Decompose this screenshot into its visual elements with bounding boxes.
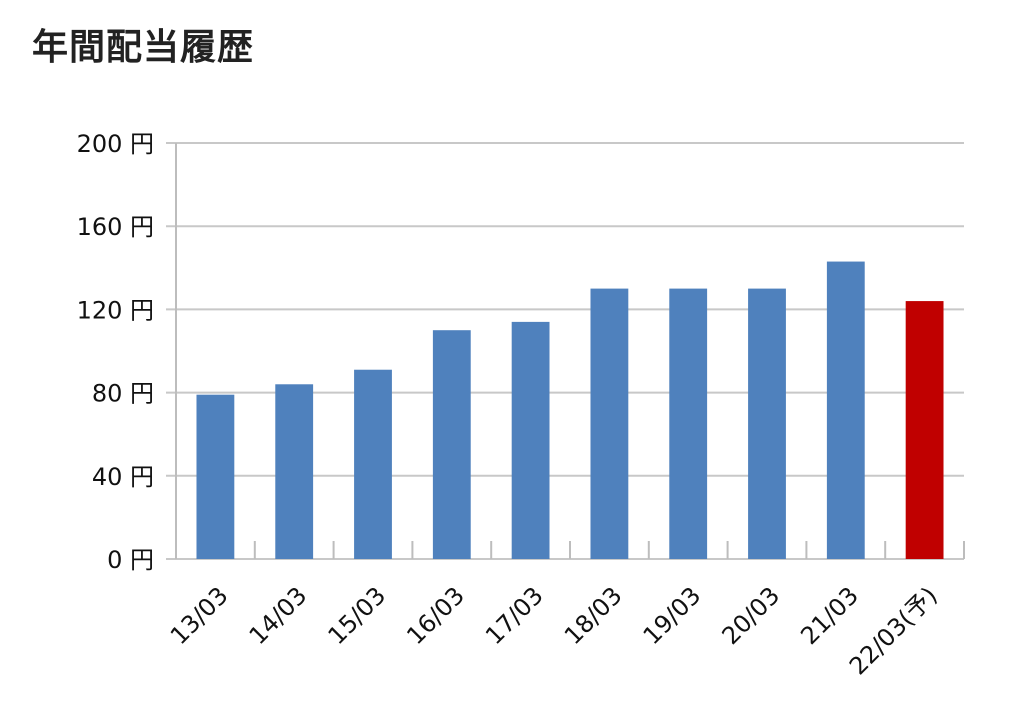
y-tick-label: 120 円 xyxy=(77,296,154,324)
y-tick-label: 0 円 xyxy=(107,546,154,574)
chart-title: 年間配当履歴 xyxy=(32,27,255,68)
bar xyxy=(354,369,392,559)
x-category-label: 15/03 xyxy=(323,581,392,650)
bar xyxy=(669,288,708,559)
bar xyxy=(748,288,786,559)
x-category-label: 17/03 xyxy=(480,581,549,650)
bar xyxy=(432,330,471,559)
x-category-label: 16/03 xyxy=(401,581,470,650)
bar xyxy=(511,321,550,559)
x-category-label: 19/03 xyxy=(638,581,707,650)
x-category-label: 18/03 xyxy=(559,581,628,650)
x-category-label: 13/03 xyxy=(165,581,234,650)
x-category-label: 14/03 xyxy=(244,581,313,650)
y-tick-label: 40 円 xyxy=(92,463,154,491)
y-tick-label: 80 円 xyxy=(92,380,154,408)
x-axis-labels: 13/03 14/03 15/03 16/03 17/03 18/03 19/03 20/03… xyxy=(165,581,943,680)
bars xyxy=(196,261,944,559)
axes xyxy=(175,143,965,559)
bar xyxy=(275,384,314,559)
x-category-label: 21/03 xyxy=(795,581,864,650)
y-tick-label: 200 円 xyxy=(77,130,154,158)
y-tick-label: 160 円 xyxy=(77,213,154,241)
x-category-label: 20/03 xyxy=(717,581,786,650)
bar xyxy=(196,394,235,559)
bar xyxy=(826,261,865,559)
y-axis-ticks: 0 円 40 円 80 円 120 円 160 円 200 円 xyxy=(77,130,154,574)
bar-forecast xyxy=(905,301,944,559)
bar xyxy=(590,288,629,559)
